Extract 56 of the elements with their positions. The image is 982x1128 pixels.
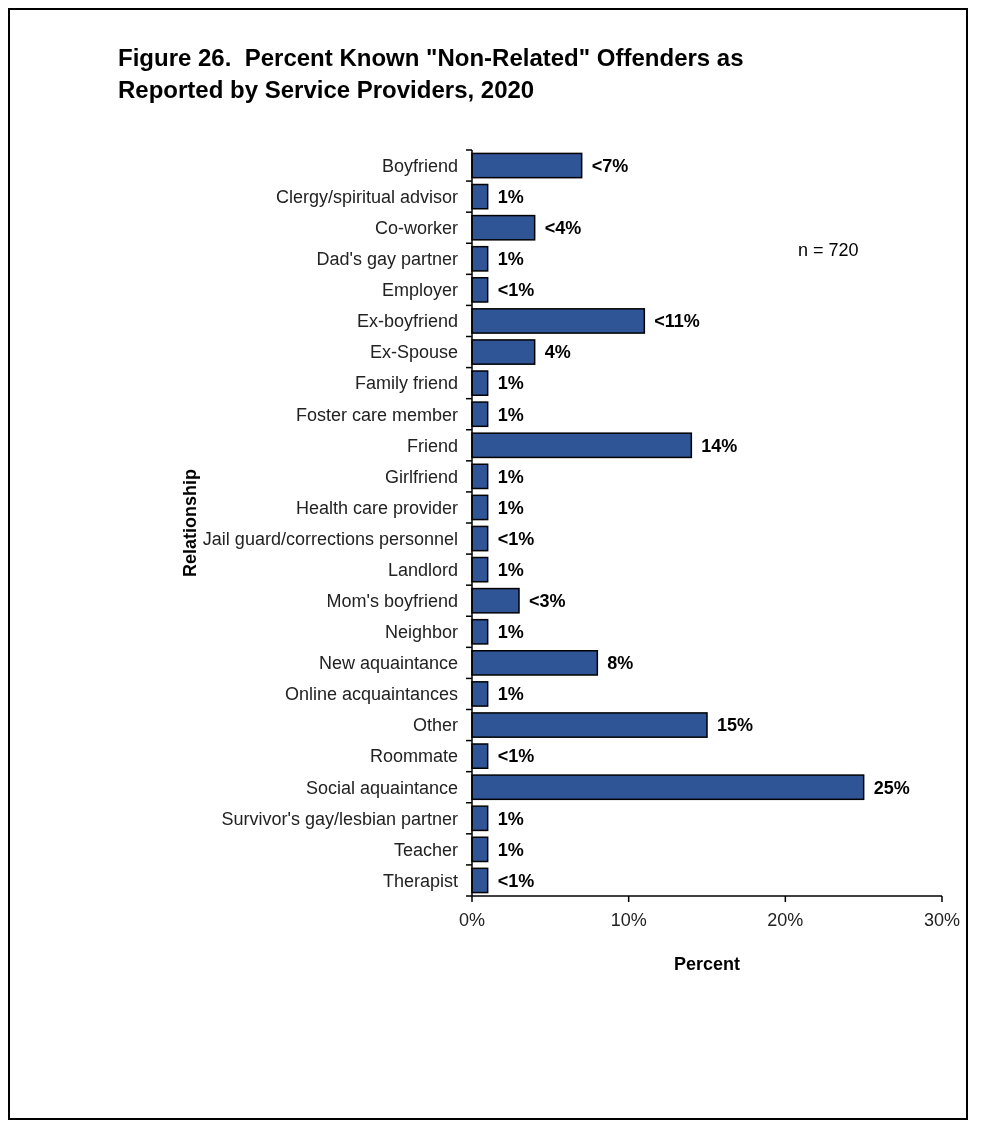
- y-tick-label: Therapist: [382, 870, 458, 891]
- y-tick-label: Mom's boyfriend: [326, 591, 458, 612]
- x-axis-title: Percent: [673, 954, 741, 974]
- y-tick-label: Ex-Spouse: [369, 342, 458, 363]
- y-tick-label: Other: [412, 715, 458, 736]
- data-label: 1%: [497, 622, 524, 643]
- x-tick-label: 10%: [610, 910, 647, 930]
- y-tick-label: Foster care member: [295, 404, 458, 425]
- data-label: 1%: [497, 466, 524, 487]
- data-label: <1%: [497, 870, 535, 891]
- data-label: 15%: [717, 715, 754, 736]
- data-label: 1%: [497, 808, 524, 829]
- data-label: <1%: [497, 746, 535, 767]
- data-label: 1%: [497, 249, 524, 270]
- y-axis-title: Relationship: [180, 468, 200, 578]
- y-tick-label: New aquaintance: [318, 653, 458, 674]
- data-label: <3%: [529, 591, 566, 612]
- y-tick-label: Social aquaintance: [305, 777, 458, 798]
- y-tick-label: Teacher: [393, 839, 458, 860]
- data-label: 8%: [607, 653, 634, 674]
- y-tick-label: Ex-boyfriend: [356, 311, 458, 332]
- y-tick-label: Employer: [381, 280, 458, 301]
- data-label: <1%: [497, 280, 535, 301]
- data-label: 1%: [497, 684, 524, 705]
- y-tick-label: Family friend: [354, 373, 458, 394]
- y-tick-label: Neighbor: [384, 622, 458, 643]
- y-tick-label: Friend: [406, 435, 458, 456]
- data-label: <7%: [591, 155, 629, 176]
- data-label: 25%: [873, 777, 910, 798]
- data-label: <1%: [497, 528, 535, 549]
- data-label: 4%: [544, 342, 571, 363]
- data-label: 1%: [497, 186, 524, 207]
- y-tick-label: Online acquaintances: [284, 684, 458, 705]
- data-label: 1%: [497, 839, 524, 860]
- y-tick-label: Co-worker: [374, 218, 458, 239]
- x-tick-label: 20%: [767, 910, 804, 930]
- y-tick-label: Roommate: [369, 746, 458, 767]
- x-tick-label: 30%: [923, 910, 961, 930]
- y-tick-label: Jail guard/corrections personnel: [202, 528, 458, 549]
- chart-title: Figure 26. Percent Known "Non-Related" Offenders as Reported by Service Providers, 2020: [118, 44, 744, 103]
- y-tick-label: Clergy/spiritual advisor: [275, 186, 458, 207]
- data-label: 1%: [497, 373, 524, 394]
- y-tick-label: Health care provider: [295, 497, 458, 518]
- data-label: <11%: [654, 311, 700, 332]
- data-label: <4%: [544, 218, 582, 239]
- data-label: 14%: [701, 435, 738, 456]
- y-tick-label: Dad's gay partner: [316, 249, 458, 270]
- data-label: 1%: [497, 497, 524, 518]
- data-label: 1%: [497, 559, 524, 580]
- y-tick-label: Landlord: [387, 559, 458, 580]
- y-tick-label: Boyfriend: [381, 155, 458, 176]
- annotation: n = 720: [798, 240, 859, 260]
- x-tick-label: 0%: [458, 910, 486, 930]
- y-tick-label: Survivor's gay/lesbian partner: [221, 808, 458, 829]
- data-label: 1%: [497, 404, 524, 425]
- y-tick-label: Girlfriend: [384, 466, 458, 487]
